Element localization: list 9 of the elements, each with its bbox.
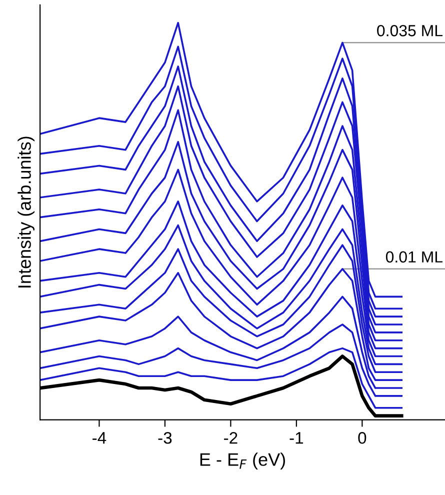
x-tick-label: 0 <box>358 432 366 444</box>
y-axis-title: Intensity (arb.units) <box>18 136 34 288</box>
text: 0.035 ML <box>377 25 443 36</box>
x-tick-label: -2 <box>224 432 238 444</box>
x-tick-label: -3 <box>158 432 172 444</box>
x-axis-title: E - E$_{F}$ (eV) <box>200 452 285 470</box>
text: 0.01 ML <box>386 251 443 263</box>
x-tick-label: -4 <box>92 432 106 444</box>
x-tick-label: -1 <box>290 432 304 444</box>
